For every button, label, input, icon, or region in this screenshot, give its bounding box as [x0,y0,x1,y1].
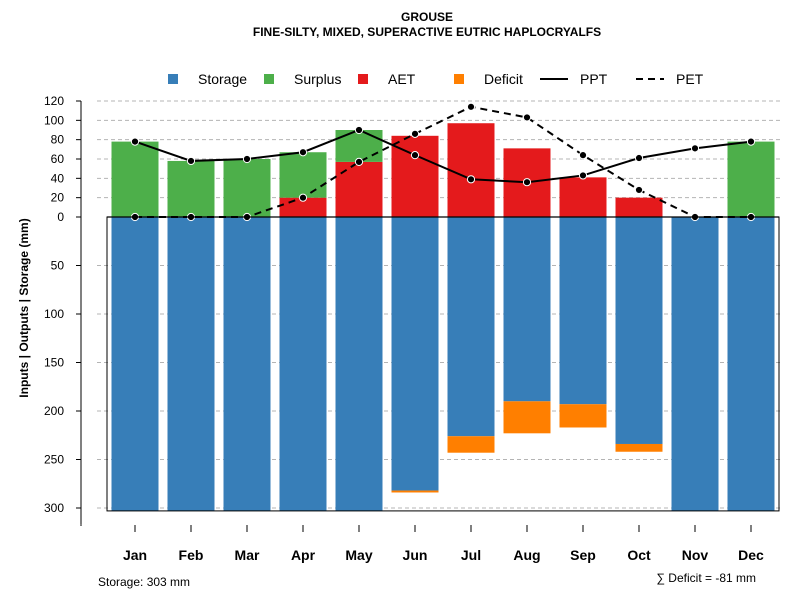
bar-storage-Oct [615,217,663,444]
x-tick-label-Aug: Aug [513,547,540,563]
legend-swatch-aet [358,74,368,84]
lower-frame [106,216,780,512]
legend-label-ppt: PPT [580,71,608,87]
deficit-note: ∑ Deficit = -81 mm [656,571,756,585]
point-pet-Aug [522,113,532,122]
bar-deficit-Jul [447,436,495,453]
y-tick-label-lower-250: 250 [44,453,64,467]
legend-label-pet: PET [676,71,704,87]
y-tick-label-upper-80: 80 [51,133,65,147]
y-axis-label: Inputs | Outputs | Storage (mm) [17,218,31,397]
bar-storage-Jun [391,217,439,491]
legend-swatch-deficit [454,74,464,84]
y-tick-label-upper-120: 120 [44,94,64,108]
x-tick-label-May: May [345,547,372,563]
point-ppt-Aug [522,178,532,187]
bar-aet-May [335,161,383,217]
storage-note: Storage: 303 mm [98,575,190,589]
point-pet-Oct [634,185,644,195]
y-tick-label-upper-0: 0 [57,210,64,224]
bar-storage-Apr [279,217,327,511]
bar-storage-Jan [111,217,159,511]
legend: Storage Surplus AET Deficit PPT PET [168,71,704,87]
x-tick-label-Dec: Dec [738,547,764,563]
bar-surplus-Apr [279,152,327,198]
point-ppt-Jul [466,175,476,184]
bar-storage-Jul [447,217,495,437]
bars [111,123,775,511]
bar-storage-May [335,217,383,511]
axes: 0 20 40 60 80 100 120 50 100 150 200 250 300 Jan Feb Ma… [44,94,780,563]
bar-deficit-Aug [503,401,551,434]
point-pet-Jul [466,102,476,111]
x-tick-label-Jan: Jan [123,547,147,563]
legend-swatch-storage [168,74,178,84]
y-tick-label-lower-50: 50 [51,259,65,273]
legend-label-surplus: Surplus [294,71,341,87]
bar-storage-Sep [559,217,607,405]
bar-surplus-Mar [223,159,271,217]
bar-aet-Oct [615,197,663,217]
bar-aet-Jun [391,135,439,217]
legend-label-aet: AET [388,71,416,87]
bar-deficit-Jun [391,490,439,493]
point-pet-Apr [298,193,308,202]
point-ppt-Oct [634,153,644,163]
y-tick-label-upper-20: 20 [51,191,65,205]
bar-surplus-Feb [167,160,215,217]
point-pet-Jun [410,129,420,138]
x-tick-label-Jun: Jun [403,547,428,563]
point-ppt-Feb [186,156,196,166]
point-ppt-Nov [690,144,700,153]
legend-swatch-surplus [264,74,274,84]
bar-surplus-Jan [111,141,159,217]
bar-storage-Dec [727,217,775,511]
bar-storage-Nov [671,217,719,511]
chart-title: GROUSE [401,10,453,24]
point-ppt-Mar [242,154,252,164]
y-tick-label-upper-40: 40 [51,171,65,185]
bar-storage-Aug [503,217,551,402]
bar-surplus-Dec [727,141,775,217]
legend-label-storage: Storage [198,71,247,87]
line-ppt [134,128,752,184]
point-pet-May [354,157,364,166]
y-tick-label-lower-150: 150 [44,356,64,370]
y-tick-label-lower-200: 200 [44,404,64,418]
bar-storage-Feb [167,217,215,511]
bar-aet-Sep [559,177,607,217]
x-tick-label-Nov: Nov [682,547,709,563]
y-tick-label-upper-100: 100 [44,113,64,127]
point-ppt-Sep [578,171,588,180]
x-tick-label-Oct: Oct [627,547,651,563]
point-ppt-Dec [746,137,756,146]
x-tick-label-Apr: Apr [291,547,316,563]
point-ppt-May [354,125,364,135]
bar-deficit-Oct [615,443,663,452]
x-tick-label-Sep: Sep [570,547,596,563]
legend-label-deficit: Deficit [484,71,523,87]
point-ppt-Jan [130,137,140,146]
y-tick-label-lower-300: 300 [44,501,64,515]
point-ppt-Jun [410,151,420,160]
x-tick-label-Feb: Feb [179,547,204,563]
x-tick-label-Jul: Jul [461,547,481,563]
x-tick-label-Mar: Mar [235,547,260,563]
y-tick-label-lower-100: 100 [44,307,64,321]
y-tick-label-upper-60: 60 [51,152,65,166]
bar-storage-Mar [223,217,271,511]
bar-deficit-Sep [559,404,607,428]
bar-aet-Jul [447,123,495,217]
chart-subtitle: FINE-SILTY, MIXED, SUPERACTIVE EUTRIC HA… [253,25,601,39]
point-pet-Sep [578,151,588,160]
point-ppt-Apr [298,148,308,157]
bar-surplus-May [335,130,383,162]
